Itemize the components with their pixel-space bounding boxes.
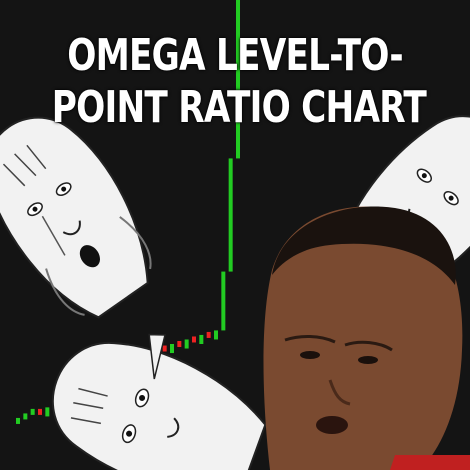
price-candle xyxy=(23,413,27,419)
price-candle xyxy=(177,341,181,347)
price-candle xyxy=(185,339,189,348)
price-candle xyxy=(221,272,225,331)
price-candle xyxy=(163,346,167,352)
title-line-2: POINT RATIO CHART xyxy=(52,82,419,134)
person-face-photo-icon xyxy=(264,207,470,470)
price-candle xyxy=(31,409,35,415)
price-candle xyxy=(214,330,218,339)
page-title: OMEGA LEVEL-TO- POINT RATIO CHART xyxy=(52,30,419,134)
price-candle xyxy=(229,158,233,271)
price-candle xyxy=(38,409,42,415)
title-line-1: OMEGA LEVEL-TO- xyxy=(52,30,419,82)
price-candle xyxy=(207,332,211,338)
price-candle xyxy=(192,336,196,342)
price-candle xyxy=(170,344,174,353)
price-candle xyxy=(16,418,20,424)
title-container: OMEGA LEVEL-TO- POINT RATIO CHART xyxy=(0,0,470,150)
price-candle xyxy=(45,407,49,416)
price-candle xyxy=(199,335,203,344)
